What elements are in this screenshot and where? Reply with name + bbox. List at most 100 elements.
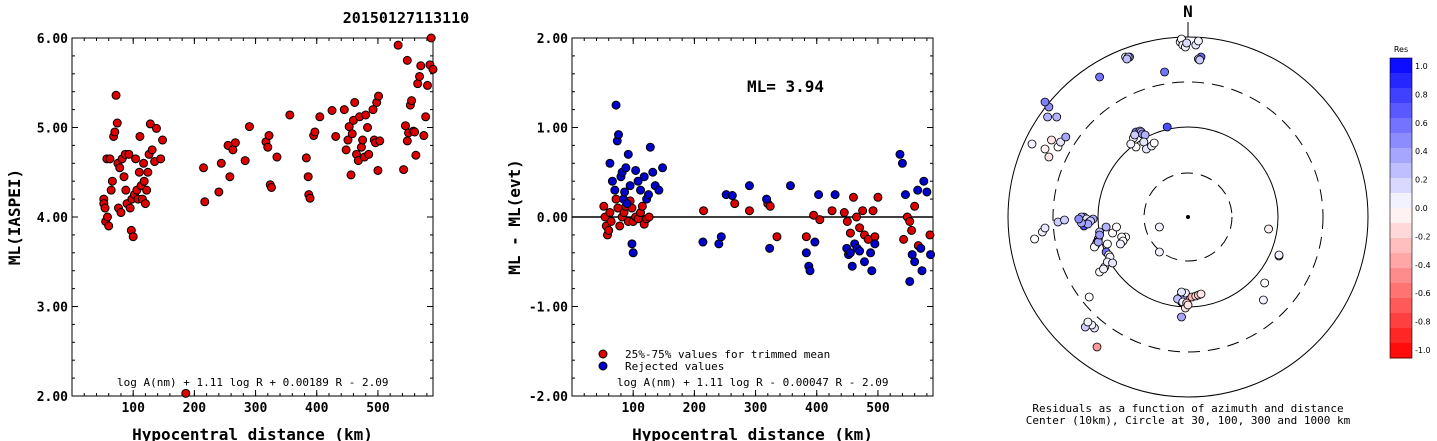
residual-colorbar: Res 1.0 0.8 0.6 0.4 0.2 0.0 -0.2 -0.4 -0.6 -0.8 -1.… [1389, 45, 1431, 359]
station-point [1108, 258, 1117, 268]
data-point [199, 163, 209, 173]
data-point [615, 221, 625, 231]
data-point [611, 194, 621, 204]
data-point [100, 203, 110, 213]
colorbar-segment [1390, 58, 1412, 74]
data-point [111, 90, 121, 100]
data-point [765, 243, 775, 253]
data-point [845, 228, 855, 238]
data-point [145, 119, 155, 129]
station-point [1095, 72, 1104, 82]
station-point [1047, 135, 1056, 145]
data-point [151, 123, 161, 133]
station-point [1101, 222, 1111, 232]
data-point [917, 266, 927, 276]
data-point [905, 216, 915, 226]
data-point [614, 130, 624, 140]
station-point [1122, 54, 1132, 64]
x-tick-label: 500 [866, 401, 890, 416]
data-point [158, 135, 168, 145]
colorbar-label: -0.8 [1415, 318, 1431, 327]
data-point [765, 201, 775, 211]
station-point [1084, 292, 1094, 302]
data-point [402, 55, 412, 65]
data-point [110, 127, 120, 137]
station-point [1183, 300, 1193, 310]
data-point [604, 225, 614, 235]
data-point [263, 142, 273, 152]
y-tick-label: 2.00 [537, 32, 568, 47]
station-point [1194, 36, 1203, 46]
data-point [839, 208, 849, 218]
data-point [698, 237, 708, 247]
station-point [1126, 139, 1136, 149]
data-point [867, 266, 877, 276]
data-point [216, 158, 226, 168]
station-point [1177, 312, 1186, 322]
data-point [105, 154, 115, 164]
colorbar-label: 0.4 [1415, 147, 1428, 156]
formula-text: log A(nm) + 1.11 log R + 0.00189 R - 2.0… [117, 376, 389, 389]
data-point [402, 136, 412, 146]
data-point [623, 149, 633, 159]
data-point [648, 167, 658, 177]
data-point [905, 276, 915, 286]
data-point [907, 225, 917, 235]
station-point [1060, 215, 1069, 225]
data-point [266, 182, 276, 192]
colorbar-segment [1390, 148, 1412, 164]
data-point [636, 185, 646, 195]
data-point [102, 212, 112, 222]
colorbar-segment [1390, 313, 1412, 329]
data-point [327, 105, 337, 115]
north-label: N [1183, 2, 1193, 21]
data-point [421, 112, 431, 122]
data-point [895, 149, 905, 159]
data-point [870, 239, 880, 249]
colorbar-title: Res [1394, 45, 1408, 54]
station-point [1160, 67, 1169, 77]
data-point [868, 206, 878, 216]
distance-ring [1052, 81, 1324, 353]
station-point [1092, 342, 1102, 352]
data-point [107, 176, 117, 186]
colorbar-segment [1390, 298, 1412, 314]
data-point [373, 165, 383, 175]
formula-text: log A(nm) + 1.11 log R - 0.00047 R - 2.0… [617, 376, 889, 389]
data-point [364, 149, 374, 159]
data-point [633, 176, 643, 186]
data-point [620, 187, 630, 197]
x-tick-label: 200 [683, 401, 707, 416]
data-point [315, 112, 325, 122]
station-point [1040, 223, 1050, 233]
data-point [916, 243, 926, 253]
data-point [416, 61, 426, 71]
station-point [1149, 138, 1159, 148]
data-point [214, 187, 224, 197]
x-tick-label: 200 [183, 401, 207, 416]
station-point [1040, 97, 1050, 107]
data-point [272, 152, 282, 162]
data-point [346, 170, 356, 180]
data-point [115, 163, 125, 173]
data-point [343, 135, 353, 145]
data-point [866, 248, 876, 258]
data-point [605, 208, 615, 218]
data-point [830, 190, 840, 200]
colorbar-segment [1390, 103, 1412, 119]
data-point [859, 257, 869, 267]
data-point [910, 257, 920, 267]
data-point [845, 248, 855, 258]
data-point [361, 110, 371, 120]
station-point [1259, 295, 1268, 305]
data-point [285, 110, 295, 120]
data-point [339, 105, 349, 115]
data-point [599, 201, 609, 211]
data-point [611, 100, 621, 110]
data-point [658, 163, 668, 173]
station-point [1095, 230, 1104, 240]
colorbar-segment [1390, 253, 1412, 269]
data-point [422, 80, 432, 90]
data-point [106, 185, 116, 195]
data-point [897, 158, 907, 168]
